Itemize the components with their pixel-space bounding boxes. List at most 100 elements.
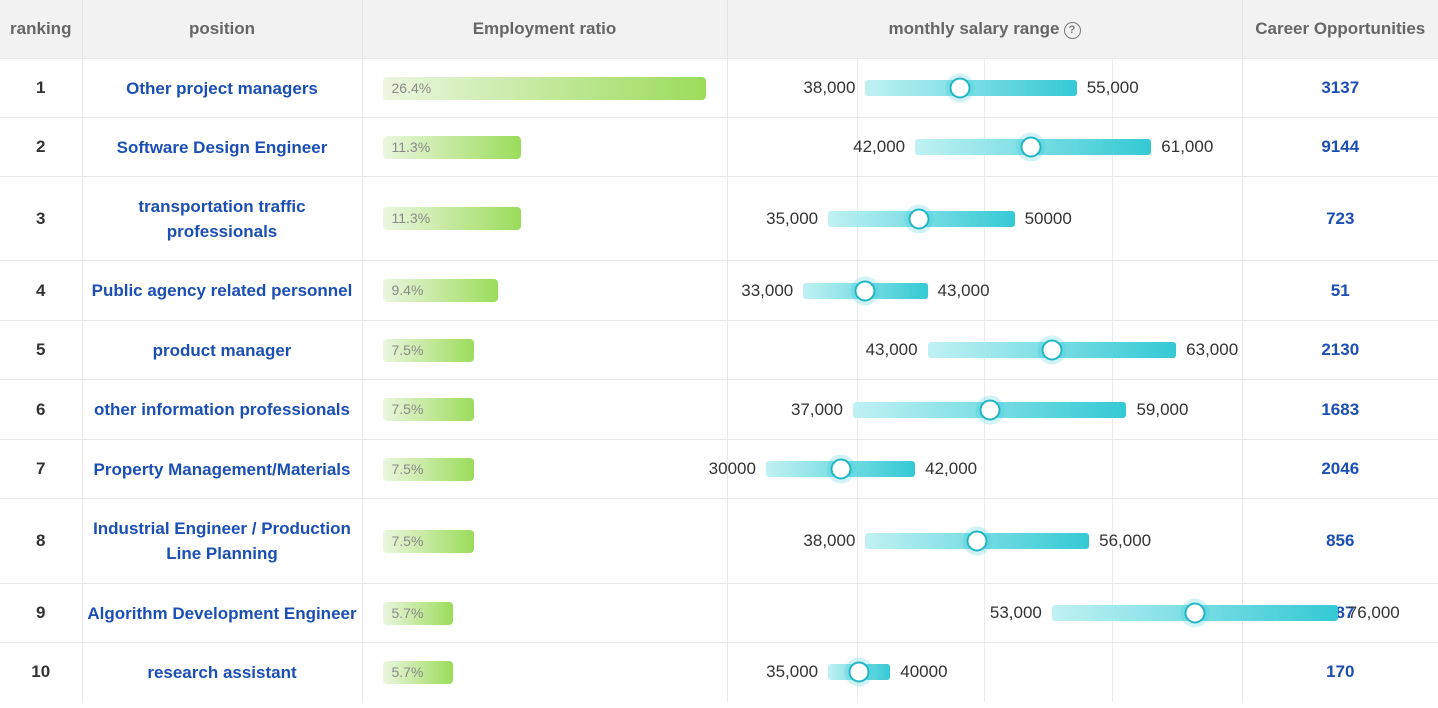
- salary-median-marker[interactable]: [854, 280, 876, 301]
- salary-range-header[interactable]: monthly salary range?: [727, 0, 1243, 59]
- ranking-header[interactable]: ranking: [0, 0, 83, 59]
- grid-line: [856, 59, 858, 117]
- salary-low-label: 33,000: [741, 280, 794, 300]
- table-row[interactable]: 3 transportation traffic professionals 1…: [0, 176, 1438, 261]
- employment-ratio-bar: 11.3%: [382, 135, 521, 159]
- position-link[interactable]: Algorithm Development Engineer: [82, 583, 363, 643]
- salary-high-label: 55,000: [1086, 78, 1139, 97]
- career-opportunities-link[interactable]: 170: [1242, 642, 1438, 702]
- employment-ratio-bar: 9.4%: [382, 279, 498, 302]
- salary-range-cell: 35,000 40000: [727, 642, 1243, 702]
- header-row: ranking position Employment ratio monthl…: [0, 0, 1438, 59]
- table-row[interactable]: 5 product manager 7.5% 43,000 63,000 213…: [0, 320, 1438, 380]
- table-row[interactable]: 1 Other project managers 26.4% 38,000 55…: [0, 58, 1438, 118]
- employment-ratio-label: 7.5%: [391, 341, 424, 358]
- salary-high-label: 50000: [1024, 208, 1072, 228]
- rank-cell: 4: [0, 260, 83, 321]
- position-link[interactable]: Other project managers: [82, 58, 363, 118]
- employment-ratio-label: 9.4%: [391, 282, 424, 298]
- career-opportunities-link[interactable]: 723: [1242, 176, 1438, 261]
- salary-high-label: 42,000: [925, 459, 978, 478]
- grid-line: [856, 321, 858, 379]
- salary-high-label: 56,000: [1099, 531, 1152, 550]
- rank-cell: 6: [0, 379, 83, 440]
- salary-median-marker[interactable]: [1020, 136, 1042, 158]
- employment-ratio-cell: 26.4%: [362, 58, 728, 118]
- salary-median-marker[interactable]: [966, 530, 988, 552]
- career-opportunities-link[interactable]: 2130: [1242, 320, 1438, 380]
- opportunities-header[interactable]: Career Opportunities: [1242, 0, 1438, 59]
- employment-ratio-label: 5.7%: [391, 663, 424, 680]
- employment-ratio-bar: 5.7%: [382, 601, 453, 625]
- grid-line: [856, 118, 858, 176]
- salary-low-label: 37,000: [790, 399, 843, 419]
- rank-cell: 3: [0, 176, 83, 261]
- employment-ratio-label: 7.5%: [391, 401, 424, 417]
- position-link[interactable]: research assistant: [82, 642, 363, 702]
- salary-high-label: 43,000: [937, 280, 990, 300]
- career-opportunities-link[interactable]: 2046: [1242, 439, 1438, 499]
- table-row[interactable]: 7 Property Management/Materials 7.5% 300…: [0, 439, 1438, 499]
- position-link[interactable]: Public agency related personnel: [82, 260, 363, 321]
- grid-line: [1111, 59, 1113, 117]
- help-icon[interactable]: ?: [1063, 22, 1081, 39]
- table-row[interactable]: 2 Software Design Engineer 11.3% 42,000 …: [0, 117, 1438, 177]
- table-row[interactable]: 10 research assistant 5.7% 35,000 40000 …: [0, 642, 1438, 702]
- employment-ratio-cell: 7.5%: [362, 320, 728, 380]
- position-link[interactable]: Property Management/Materials: [82, 439, 363, 499]
- employment-ratio-cell: 7.5%: [362, 498, 728, 584]
- salary-median-marker[interactable]: [908, 208, 930, 229]
- salary-low-label: 38,000: [803, 78, 856, 97]
- career-opportunities-link[interactable]: 1683: [1242, 379, 1438, 440]
- employment-ratio-header[interactable]: Employment ratio: [362, 0, 728, 59]
- rank-cell: 5: [0, 320, 83, 380]
- table-row[interactable]: 9 Algorithm Development Engineer 5.7% 53…: [0, 583, 1438, 643]
- salary-median-marker[interactable]: [949, 77, 971, 99]
- table-row[interactable]: 4 Public agency related personnel 9.4% 3…: [0, 260, 1438, 321]
- grid-line: [1111, 177, 1113, 260]
- salary-header-label: monthly salary range: [888, 19, 1060, 38]
- salary-median-marker[interactable]: [830, 458, 852, 480]
- salary-low-label: 53,000: [989, 603, 1042, 622]
- employment-ratio-label: 26.4%: [391, 79, 432, 96]
- salary-high-label: 40000: [900, 662, 948, 682]
- salary-range-cell: 42,000 61,000: [727, 117, 1243, 177]
- career-opportunities-link[interactable]: 856: [1242, 498, 1438, 584]
- salary-high-label: 76,000: [1347, 603, 1400, 622]
- salary-median-marker[interactable]: [848, 661, 870, 683]
- position-link[interactable]: other information professionals: [82, 379, 363, 440]
- salary-median-marker[interactable]: [1041, 339, 1063, 361]
- employment-ratio-bar: 7.5%: [382, 457, 475, 481]
- salary-low-label: 38,000: [803, 531, 856, 550]
- salary-range-cell: 43,000 63,000: [727, 320, 1243, 380]
- position-link[interactable]: Software Design Engineer: [82, 117, 363, 177]
- salary-low-label: 30000: [708, 459, 756, 478]
- career-opportunities-link[interactable]: 9144: [1242, 117, 1438, 177]
- position-link[interactable]: product manager: [82, 320, 363, 380]
- grid-line: [983, 643, 985, 702]
- employment-ratio-cell: 11.3%: [362, 117, 728, 177]
- position-header[interactable]: position: [82, 0, 363, 59]
- employment-ratio-cell: 11.3%: [362, 176, 728, 261]
- table-row[interactable]: 8 Industrial Engineer / Production Line …: [0, 498, 1438, 584]
- rank-cell: 7: [0, 439, 83, 499]
- grid-line: [1111, 261, 1113, 320]
- position-link[interactable]: transportation traffic professionals: [82, 176, 363, 261]
- salary-low-label: 35,000: [766, 208, 819, 228]
- grid-line: [1111, 643, 1113, 702]
- salary-high-label: 63,000: [1186, 340, 1239, 359]
- career-opportunities-link[interactable]: 51: [1242, 260, 1438, 321]
- table-row[interactable]: 6 other information professionals 7.5% 3…: [0, 379, 1438, 440]
- employment-ratio-cell: 9.4%: [362, 260, 728, 321]
- salary-median-marker[interactable]: [979, 399, 1001, 420]
- employment-ratio-cell: 7.5%: [362, 439, 728, 499]
- salary-median-marker[interactable]: [1184, 602, 1206, 624]
- grid-line: [856, 499, 858, 583]
- employment-ratio-bar: 11.3%: [382, 207, 521, 230]
- salary-range-cell: 37,000 59,000: [727, 379, 1243, 440]
- employment-ratio-bar: 5.7%: [382, 660, 453, 684]
- employment-ratio-label: 7.5%: [391, 460, 424, 477]
- career-opportunities-link[interactable]: 3137: [1242, 58, 1438, 118]
- position-link[interactable]: Industrial Engineer / Production Line Pl…: [82, 498, 363, 584]
- salary-range-bar: [865, 80, 1077, 96]
